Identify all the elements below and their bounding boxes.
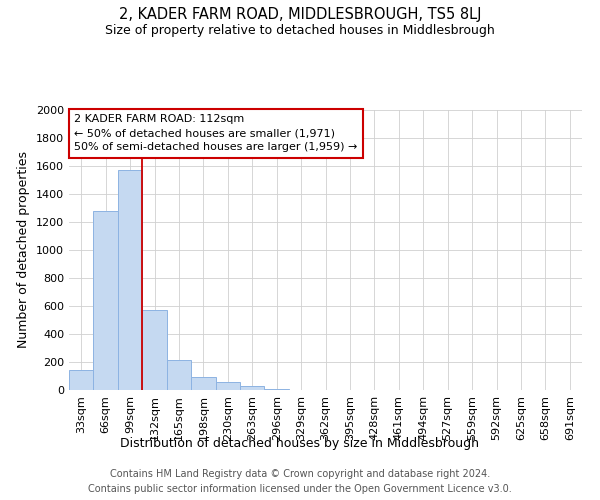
Y-axis label: Number of detached properties: Number of detached properties [17,152,31,348]
Bar [167,360,191,390]
Text: 2 KADER FARM ROAD: 112sqm
← 50% of detached houses are smaller (1,971)
50% of se: 2 KADER FARM ROAD: 112sqm ← 50% of detac… [74,114,358,152]
Bar [94,211,118,390]
Bar [69,370,94,390]
Bar [118,170,142,390]
Text: Distribution of detached houses by size in Middlesbrough: Distribution of detached houses by size … [121,438,479,450]
Bar [215,382,240,390]
Bar [240,386,265,390]
Text: 2, KADER FARM ROAD, MIDDLESBROUGH, TS5 8LJ: 2, KADER FARM ROAD, MIDDLESBROUGH, TS5 8… [119,8,481,22]
Text: Contains HM Land Registry data © Crown copyright and database right 2024.: Contains HM Land Registry data © Crown c… [110,469,490,479]
Text: Contains public sector information licensed under the Open Government Licence v3: Contains public sector information licen… [88,484,512,494]
Bar [191,376,215,390]
Bar [142,310,167,390]
Text: Size of property relative to detached houses in Middlesbrough: Size of property relative to detached ho… [105,24,495,37]
